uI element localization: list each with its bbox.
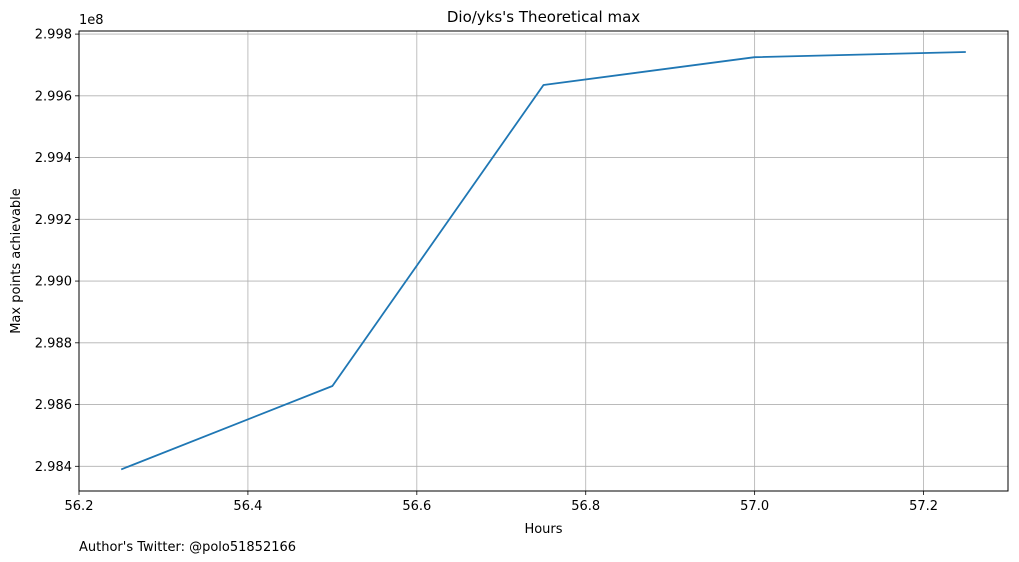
x-tick-label: 56.2 — [65, 499, 94, 514]
y-tick-label: 2.998 — [35, 28, 72, 43]
x-tick-label: 56.8 — [571, 499, 600, 514]
y-axis-offset-label: 1e8 — [79, 13, 104, 28]
x-tick-label: 57.2 — [909, 499, 938, 514]
y-tick-label: 2.992 — [35, 213, 72, 228]
grid-lines — [78, 31, 1008, 491]
series-layer — [120, 51, 966, 471]
y-tick-label: 2.986 — [35, 398, 72, 413]
plot-frame — [78, 30, 1009, 492]
x-tick-label: 56.4 — [233, 499, 262, 514]
y-tick-label: 2.996 — [35, 89, 72, 104]
y-tick-label: 2.984 — [35, 460, 72, 475]
y-tick-label: 2.988 — [35, 336, 72, 351]
y-tick-label: 2.994 — [35, 151, 72, 166]
y-axis-label: Max points achievable — [9, 188, 24, 334]
x-tick-label: 56.6 — [402, 499, 431, 514]
y-tick-label: 2.990 — [35, 275, 72, 290]
author-twitter-footer: Author's Twitter: @polo51852166 — [79, 540, 296, 555]
y-axis-ticks: 2.984 2.986 2.988 2.990 2.992 2.994 2.996 2.998 — [35, 28, 79, 475]
chart-title: Dio/yks's Theoretical max — [447, 8, 640, 26]
x-tick-label: 57.0 — [740, 499, 769, 514]
x-axis-label: Hours — [524, 522, 562, 537]
x-axis-ticks: 56.2 56.4 56.6 56.8 57.0 57.2 — [65, 491, 938, 514]
